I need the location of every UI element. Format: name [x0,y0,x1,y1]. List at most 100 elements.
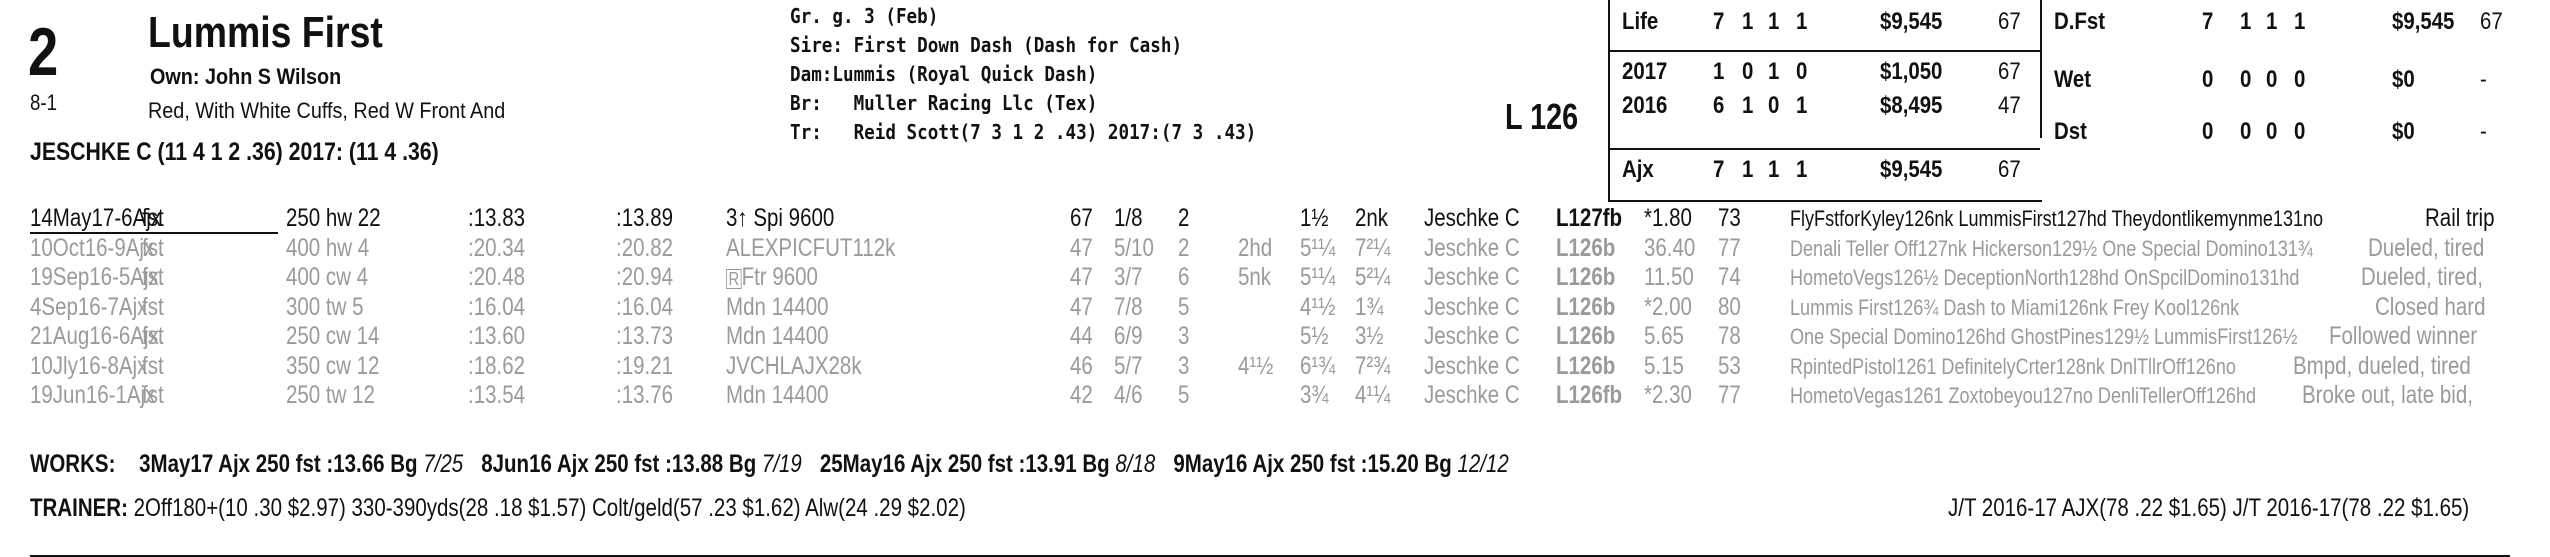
stat-shows: 0 [1796,58,1808,85]
pp-speed-figure: 47 [1070,263,1093,291]
morning-line-odds: 8-1 [30,90,58,115]
pp-start: 5 [1178,292,1190,321]
stat-earnings: $8,495 [1880,92,1943,119]
pp-stretch: 5¹¼ [1300,263,1336,291]
pp-speed-rating: 78 [1718,322,1741,350]
pp-finish: 7²¼ [1355,233,1391,262]
pp-race-name: Ftr 9600 [741,263,818,291]
pp-distance: 350 cw 12 [286,351,380,380]
stat-shows: 1 [1796,8,1808,35]
trainer-stats-line: TRAINER: 2Off180+(10 .30 $2.97) 330-390y… [30,494,966,523]
pp-finish: 2nk [1355,204,1389,232]
work-entry: 3May17 Ajx 250 fst :13.66 Bg 7/25 [139,450,463,478]
pp-time-2: :13.73 [616,322,674,350]
stat-speed: 67 [1998,8,2021,35]
pp-weight-equipment: L126b [1556,233,1616,262]
stat-shows: 0 [2294,66,2306,93]
stats-divider [1608,50,2040,52]
pp-comment-line: One Special Domino126hd GhostPines129½ L… [1790,324,2298,349]
pp-speed-figure: 47 [1070,292,1093,321]
pp-comment-line: HometoVegs126½ DeceptionNorth128hd OnSpc… [1790,265,2300,290]
pp-weight-equipment: L126b [1556,263,1616,291]
pp-distance: 400 hw 4 [286,233,370,262]
first-line-underline [30,232,278,234]
restricted-race-box: R [726,269,742,289]
stat-shows: 1 [1796,92,1808,119]
stat-speed: - [2480,66,2487,93]
stat-wins: 1 [2240,8,2252,35]
trainer: Reid Scott(7 3 1 2 .43) 2017:(7 3 .43) [853,120,1257,144]
trainer-stats-text: 2Off180+(10 .30 $2.97) 330-390yds(28 .18… [133,494,966,522]
pp-distance: 250 tw 12 [286,381,375,409]
pp-start: 5 [1178,381,1190,409]
pp-date: 19Sep16-5Ajx [30,263,159,291]
breeder: Muller Racing Llc (Tex) [853,91,1098,115]
pp-weight-equipment: L126b [1556,292,1616,321]
pp-jockey: Jeschke C [1424,263,1520,291]
dam-label: Dam: [790,62,833,86]
pp-trip-note: Dueled, tired [2368,233,2485,262]
stat-places: 0 [1768,92,1780,119]
stat-earnings: $9,545 [1880,156,1943,183]
pp-time-2: :20.82 [616,233,674,262]
pp-weight-equipment: L126b [1556,322,1616,350]
stat-starts: 0 [2202,66,2214,93]
work-date: 9May16 [1173,450,1253,478]
pp-stretch: 1½ [1300,204,1329,232]
pp-distance: 250 hw 22 [286,204,381,232]
stat-starts: 6 [1713,92,1725,119]
stat-speed: - [2480,118,2487,145]
pp-finish: 5²¼ [1355,263,1391,291]
works-items: 3May17 Ajx 250 fst :13.66 Bg 7/25 8Jun16 … [121,450,1509,478]
trainer-line: Tr: Reid Scott(7 3 1 2 .43) 2017:(7 3 .4… [790,120,1256,144]
pp-post-position: 5/10 [1114,233,1154,262]
pp-date: 4Sep16-7Ajx [30,292,148,321]
stat-shows: 0 [2294,118,2306,145]
work-rank: 7/19 [761,450,802,478]
stat-label: D.Fst [2054,8,2105,35]
pp-odds: 11.50 [1644,263,1694,291]
pp-start: 3 [1178,351,1190,380]
stat-speed: 67 [2480,8,2503,35]
pp-odds: 5.15 [1644,351,1684,380]
stat-wins: 0 [1742,58,1754,85]
pp-track-condition: fst [142,322,164,350]
pp-post-position: 5/7 [1114,351,1143,380]
pp-track-condition: fst [142,292,164,321]
pp-speed-figure: 44 [1070,322,1093,350]
pp-speed-figure: 42 [1070,381,1093,409]
stat-wins: 0 [2240,118,2252,145]
pp-post-position: 6/9 [1114,322,1143,350]
pp-speed-rating: 74 [1718,263,1741,291]
pp-time-1: :18.62 [468,351,526,380]
pp-finish: 4¹¼ [1355,381,1391,409]
pp-race-type: JVCHLAJX28k [726,352,862,381]
pp-race-name: Mdn 14400 [726,292,829,321]
pp-post-position: 4/6 [1114,381,1143,409]
pp-race-name: 3↑ Spi 9600 [726,204,835,232]
works-line: WORKS: 3May17 Ajx 250 fst :13.66 Bg 7/25… [30,450,1509,479]
work-rank: 7/25 [423,450,464,478]
stat-earnings: $1,050 [1880,58,1943,85]
jockey-trainer-stats: J/T 2016-17 AJX(78 .22 $1.65) J/T 2016-1… [1948,494,2470,522]
stat-places: 1 [2266,8,2278,35]
pp-weight-equipment: L127fb [1556,204,1623,232]
pp-track-condition: fst [142,263,164,291]
pp-speed-figure: 67 [1070,204,1093,232]
pp-stretch: 6¹¾ [1300,351,1336,380]
pp-race-name: Mdn 14400 [726,322,829,350]
pp-finish: 7²¾ [1355,351,1391,380]
pp-time-1: :20.48 [468,263,526,291]
work-date: 3May17 [139,450,219,478]
pp-jockey: Jeschke C [1424,381,1520,409]
pp-post-position: 3/7 [1114,263,1143,291]
pp-time-2: :20.94 [616,263,674,291]
jockey-line: JESCHKE C (11 4 1 2 .36) 2017: (11 4 .36… [30,138,439,166]
pp-call-1: 4¹½ [1238,351,1274,380]
pp-time-1: :20.34 [468,233,526,262]
pp-trip-note: Bmpd, dueled, tired [2293,351,2471,380]
pp-track-condition: fst [142,233,164,262]
stat-wins: 1 [1742,156,1754,183]
pp-jockey: Jeschke C [1424,351,1520,380]
stat-wins: 1 [1742,8,1754,35]
